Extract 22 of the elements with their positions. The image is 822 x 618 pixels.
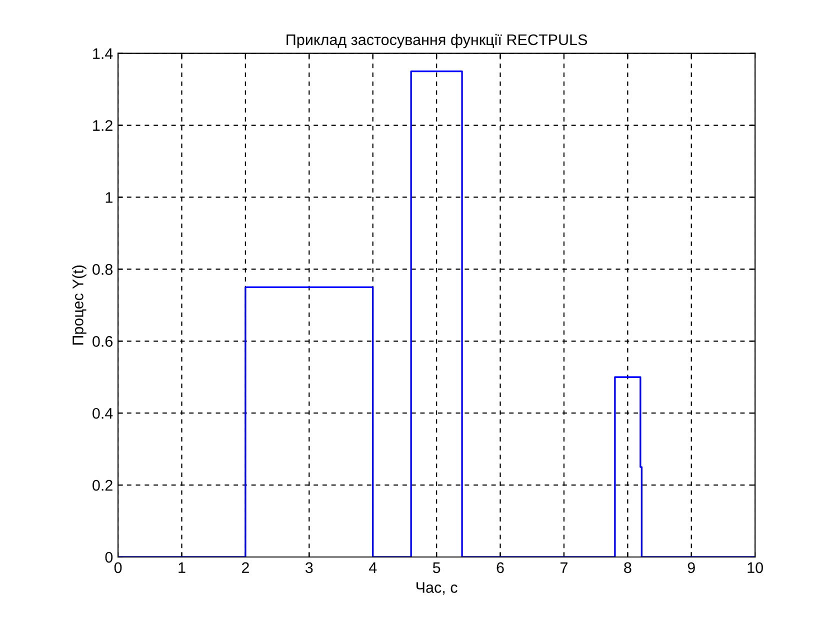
x-tick-label: 1 xyxy=(178,562,186,573)
x-tick-label: 8 xyxy=(624,562,632,574)
x-tick-label: 10 xyxy=(748,562,763,574)
x-tick-label: 5 xyxy=(432,562,440,574)
x-tick-label: 3 xyxy=(305,562,313,574)
x-tick-label: 9 xyxy=(688,562,695,574)
y-tick-label: 0.4 xyxy=(92,408,113,419)
x-tick-label: 0 xyxy=(114,562,122,574)
x-tick-label: 7 xyxy=(560,562,568,573)
x-tick-label: 2 xyxy=(242,562,249,573)
chart-title: Приклад застосування функції RECTPULS xyxy=(286,34,588,48)
y-tick-label: 1 xyxy=(106,192,112,203)
y-axis-title: Процес Y(t) xyxy=(72,265,86,345)
y-tick-label: 0.2 xyxy=(92,480,112,491)
x-axis-title: Час, с xyxy=(416,582,458,595)
y-tick-label: 1.4 xyxy=(93,48,113,59)
x-tick-label: 6 xyxy=(496,562,504,574)
y-tick-label: 0 xyxy=(105,552,113,563)
x-tick-label: 4 xyxy=(368,562,377,573)
y-tick-label: 0.8 xyxy=(92,264,113,275)
y-tick-label: 1.2 xyxy=(93,120,112,131)
y-tick-label: 0.6 xyxy=(92,336,113,347)
